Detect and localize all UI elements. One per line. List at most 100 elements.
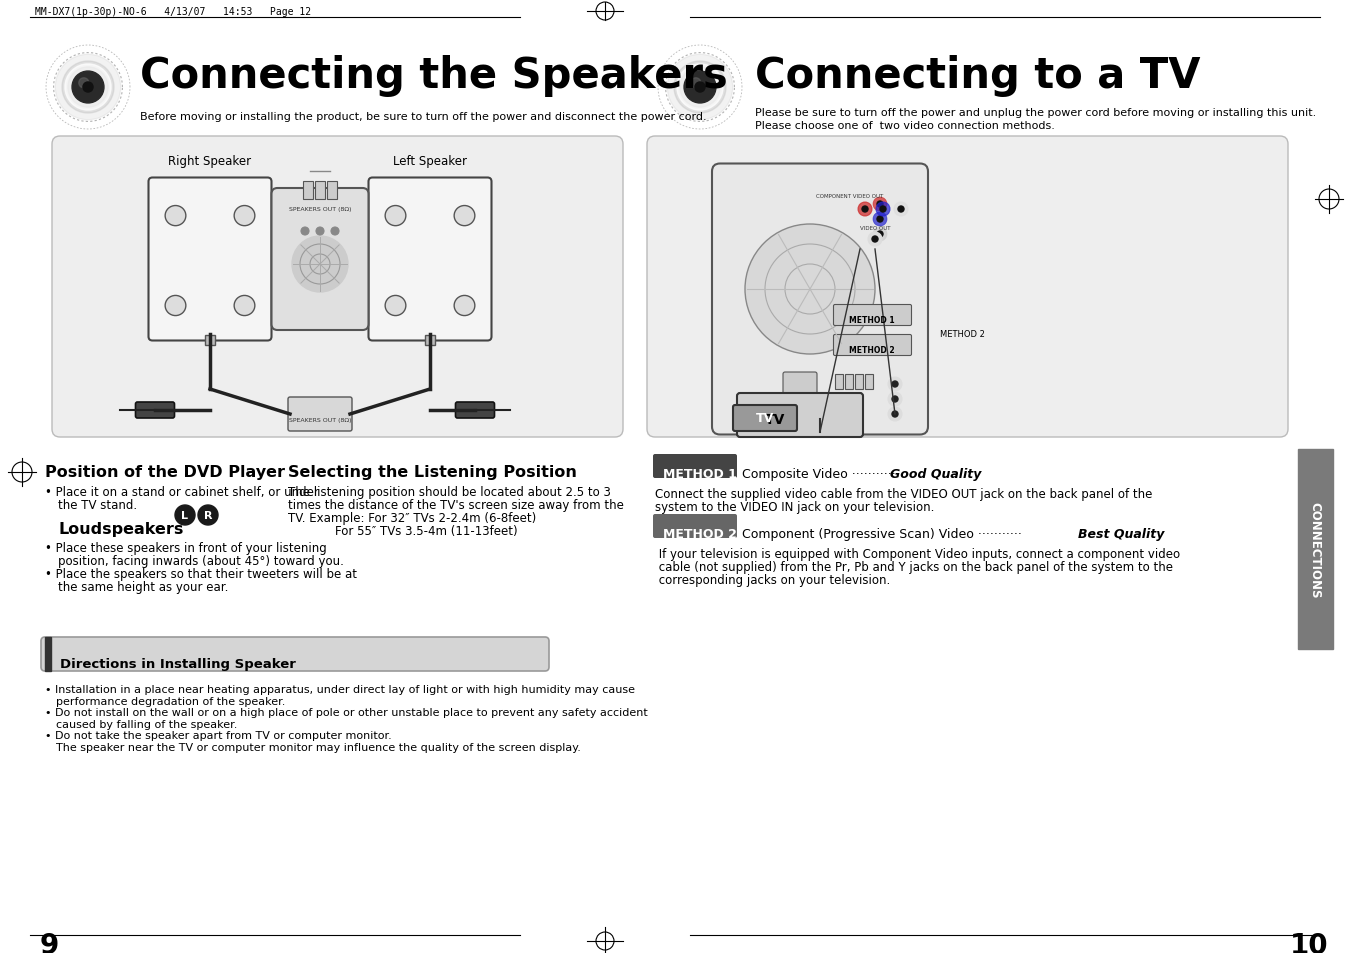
Circle shape [877, 232, 884, 237]
Text: • Installation in a place near heating apparatus, under direct lay of light or w: • Installation in a place near heating a… [45, 684, 635, 695]
Text: SPEAKERS OUT (8Ω): SPEAKERS OUT (8Ω) [289, 207, 351, 212]
Text: position, facing inwards (about 45°) toward you.: position, facing inwards (about 45°) tow… [58, 555, 345, 567]
Text: METHOD 2: METHOD 2 [940, 330, 985, 338]
Text: METHOD 1: METHOD 1 [850, 315, 894, 325]
Text: times the distance of the TV's screen size away from the: times the distance of the TV's screen si… [288, 498, 624, 512]
Bar [303, 182, 313, 200]
Text: The speaker near the TV or computer monitor may influence the quality of the scr: The speaker near the TV or computer moni… [55, 742, 581, 752]
FancyBboxPatch shape [647, 137, 1288, 437]
FancyBboxPatch shape [369, 178, 492, 341]
Text: CONNECTIONS: CONNECTIONS [1309, 501, 1321, 598]
Circle shape [176, 505, 195, 525]
Circle shape [873, 228, 888, 242]
Circle shape [694, 83, 705, 93]
Text: Connecting the Speakers: Connecting the Speakers [141, 55, 728, 97]
Ellipse shape [454, 296, 474, 316]
Circle shape [667, 55, 732, 121]
Circle shape [888, 408, 902, 421]
FancyBboxPatch shape [834, 335, 912, 356]
Ellipse shape [165, 206, 186, 227]
Circle shape [873, 198, 888, 212]
Text: The listening position should be located about 2.5 to 3: The listening position should be located… [288, 485, 611, 498]
FancyBboxPatch shape [653, 515, 738, 538]
Text: Please choose one of  two video connection methods.: Please choose one of two video connectio… [755, 121, 1055, 131]
Text: the same height as your ear.: the same height as your ear. [58, 580, 228, 594]
FancyBboxPatch shape [834, 305, 912, 326]
FancyBboxPatch shape [41, 638, 549, 671]
Bar [45, 638, 51, 671]
Text: COMPONENT VIDEO OUT: COMPONENT VIDEO OUT [816, 193, 884, 199]
Circle shape [892, 381, 898, 388]
Text: Composite Video ···········: Composite Video ··········· [742, 468, 900, 480]
Text: Directions in Installing Speaker: Directions in Installing Speaker [59, 658, 296, 670]
Text: • Do not take the speaker apart from TV or computer monitor.: • Do not take the speaker apart from TV … [45, 730, 392, 740]
Text: Selecting the Listening Position: Selecting the Listening Position [288, 464, 577, 479]
Text: corresponding jacks on your television.: corresponding jacks on your television. [655, 574, 890, 586]
FancyBboxPatch shape [734, 406, 797, 432]
Text: • Place the speakers so that their tweeters will be at: • Place the speakers so that their tweet… [45, 567, 357, 580]
Text: Component (Progressive Scan) Video ···········: Component (Progressive Scan) Video ·····… [742, 527, 1025, 540]
Circle shape [898, 207, 904, 213]
FancyBboxPatch shape [784, 373, 817, 396]
Text: cable (not supplied) from the Pr, Pb and Y jacks on the back panel of the system: cable (not supplied) from the Pr, Pb and… [655, 560, 1173, 574]
Text: TV. Example: For 32″ TVs 2-2.4m (6-8feet): TV. Example: For 32″ TVs 2-2.4m (6-8feet… [288, 512, 536, 524]
Text: If your television is equipped with Component Video inputs, connect a component : If your television is equipped with Comp… [655, 547, 1181, 560]
Ellipse shape [234, 296, 255, 316]
Circle shape [877, 202, 884, 208]
Circle shape [331, 228, 339, 235]
FancyBboxPatch shape [51, 137, 623, 437]
Circle shape [62, 62, 113, 114]
FancyBboxPatch shape [288, 397, 353, 432]
Bar [327, 182, 336, 200]
Bar [835, 375, 843, 390]
Text: Best Quality: Best Quality [1078, 527, 1165, 540]
Ellipse shape [165, 296, 186, 316]
Bar [855, 375, 863, 390]
Circle shape [867, 233, 882, 247]
Text: • Place it on a stand or cabinet shelf, or under: • Place it on a stand or cabinet shelf, … [45, 485, 319, 498]
Circle shape [68, 68, 108, 108]
Circle shape [199, 505, 218, 525]
Text: Loudspeakers: Loudspeakers [58, 521, 184, 537]
Text: TV: TV [765, 413, 785, 427]
Circle shape [301, 228, 309, 235]
Bar [315, 182, 326, 200]
Text: Good Quality: Good Quality [890, 468, 981, 480]
Text: caused by falling of the speaker.: caused by falling of the speaker. [55, 720, 238, 729]
Text: TV: TV [755, 412, 774, 425]
Text: performance degradation of the speaker.: performance degradation of the speaker. [55, 697, 285, 706]
Ellipse shape [454, 206, 474, 227]
Circle shape [674, 62, 725, 114]
Text: For 55″ TVs 3.5-4m (11-13feet): For 55″ TVs 3.5-4m (11-13feet) [335, 524, 517, 537]
Text: 9: 9 [41, 931, 59, 953]
Text: METHOD 1: METHOD 1 [663, 468, 736, 480]
Bar [844, 375, 852, 390]
Ellipse shape [385, 206, 405, 227]
Text: R: R [204, 511, 212, 520]
Text: Right Speaker: Right Speaker [169, 154, 251, 168]
Bar [865, 375, 873, 390]
FancyBboxPatch shape [738, 394, 863, 437]
FancyBboxPatch shape [455, 402, 494, 418]
Bar [205, 335, 215, 345]
Text: Before moving or installing the product, be sure to turn off the power and disco: Before moving or installing the product,… [141, 112, 707, 122]
Ellipse shape [385, 296, 405, 316]
Circle shape [877, 216, 884, 223]
Circle shape [680, 68, 720, 108]
Text: • Do not install on the wall or on a high place of pole or other unstable place : • Do not install on the wall or on a hig… [45, 707, 647, 718]
Circle shape [880, 207, 886, 213]
Text: the TV stand.: the TV stand. [58, 498, 136, 512]
FancyBboxPatch shape [712, 164, 928, 435]
Circle shape [65, 65, 111, 111]
Circle shape [72, 72, 104, 104]
FancyBboxPatch shape [653, 455, 738, 478]
Circle shape [892, 412, 898, 417]
Circle shape [292, 236, 349, 293]
Circle shape [684, 72, 716, 104]
Circle shape [55, 55, 120, 121]
Circle shape [862, 207, 867, 213]
Text: system to the VIDEO IN jack on your television.: system to the VIDEO IN jack on your tele… [655, 500, 935, 514]
Text: Connect the supplied video cable from the VIDEO OUT jack on the back panel of th: Connect the supplied video cable from th… [655, 488, 1152, 500]
Circle shape [78, 79, 89, 89]
Text: Connecting to a TV: Connecting to a TV [755, 55, 1201, 97]
